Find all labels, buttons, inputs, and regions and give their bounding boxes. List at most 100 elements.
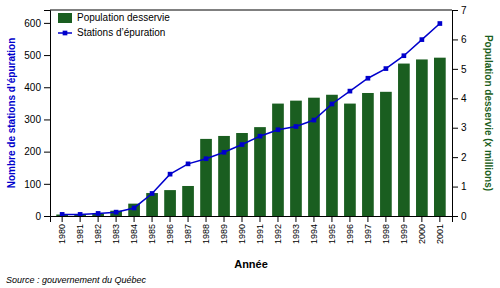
y-tick-mark [44,55,50,56]
legend-item: Stations d’épuration [58,27,165,38]
plot-area: 1980198119821983198419851986198719881989… [24,5,467,244]
marker [294,124,299,129]
y-tick: 600 [24,18,50,29]
x-tick-mark [385,216,386,222]
y2-tick-label: 0 [461,211,467,222]
marker [150,191,155,196]
y-tick: 0 [35,211,50,222]
y2-tick-label: 6 [461,34,467,45]
legend-marker [63,31,68,36]
x-tick-label: 1987 [183,224,193,244]
bar [182,186,194,216]
x-tick-mark [313,216,314,222]
x-tick-label: 1992 [273,224,283,244]
y2-axis-title: Population desservie (x millions) [483,35,494,191]
source-note: Source : gouvernement du Québec [6,275,147,285]
bar [272,104,284,216]
line [62,24,440,215]
y2-tick: 2 [452,152,467,163]
x-tick: 1981 [75,216,85,244]
x-tick-mark [152,216,153,222]
y2-tick: 7 [452,5,467,16]
marker [402,53,407,58]
x-tick-label: 1982 [93,224,103,244]
y2-tick: 6 [452,34,467,45]
x-tick-mark [331,216,332,222]
x-tick-mark [403,216,404,222]
y-tick-mark [44,184,50,185]
y2-tick: 5 [452,64,467,75]
marker [276,127,281,132]
marker [78,212,83,216]
marker [240,142,245,147]
bar-series [56,58,445,216]
x-tick-mark [98,216,99,222]
legend-label: Population desservie [77,12,170,23]
y2-tick-mark [452,39,458,40]
x-tick-label: 2000 [417,224,427,244]
plot-frame-top [50,10,452,11]
y-tick: 300 [24,114,50,125]
marker [114,210,119,215]
x-tick: 1998 [381,216,391,244]
y-tick-mark [44,87,50,88]
bar [236,133,248,216]
legend-item: Population desservie [58,12,170,23]
x-tick-mark [134,216,135,222]
y-axis-title: Nombre de stations d’épuration [6,38,17,189]
x-tick-label: 1999 [399,224,409,244]
x-tick-mark [421,216,422,222]
y-tick-mark [44,216,50,217]
x-tick-mark [349,216,350,222]
y-tick-mark [44,152,50,153]
y-tick-label: 500 [24,50,41,61]
x-tick-label: 1990 [237,224,247,244]
marker [222,150,227,155]
marks [56,21,445,216]
x-tick-label: 1993 [291,224,301,244]
y-tick: 200 [24,146,50,157]
y-tick-mark [44,23,50,24]
y2-axis-line [453,11,459,217]
x-tick: 1982 [93,216,103,244]
marker [60,212,65,216]
y2-tick-mark [452,128,458,129]
bar [416,59,428,216]
y-tick-label: 400 [24,82,41,93]
y-tick-label: 0 [35,211,41,222]
marker [96,211,101,216]
x-tick-label: 1989 [219,224,229,244]
y2-tick-label: 3 [461,122,467,133]
x-tick-mark [242,216,243,222]
marker [438,21,443,26]
x-tick-mark [170,216,171,222]
bar [218,136,230,216]
legend-swatch [58,13,72,23]
x-tick-mark [277,216,278,222]
x-tick: 1995 [327,216,337,244]
x-axis: 1980198119821983198419851986198719881989… [51,216,453,244]
x-tick-mark [80,216,81,222]
y2-tick-label: 4 [461,93,467,104]
y2-tick-label: 1 [461,181,467,192]
y2-tick-mark [452,98,458,99]
y2-tick-label: 2 [461,152,467,163]
x-tick-label: 1986 [165,224,175,244]
bar [164,190,176,216]
bar [290,101,302,216]
y-tick-mark [44,119,50,120]
x-tick: 1988 [201,216,211,244]
x-tick-label: 1981 [75,224,85,244]
y-tick-label: 600 [24,18,41,29]
x-tick: 1989 [219,216,229,244]
marker [204,156,209,161]
y2-tick-mark [452,10,458,11]
marker [330,102,335,107]
bar [344,104,356,216]
y2-tick: 0 [452,211,467,222]
x-tick-label: 1984 [129,224,139,244]
y-tick-label: 300 [24,114,41,125]
y2-tick-label: 7 [461,5,467,16]
bar [398,64,410,216]
y2-tick-mark [452,69,458,70]
